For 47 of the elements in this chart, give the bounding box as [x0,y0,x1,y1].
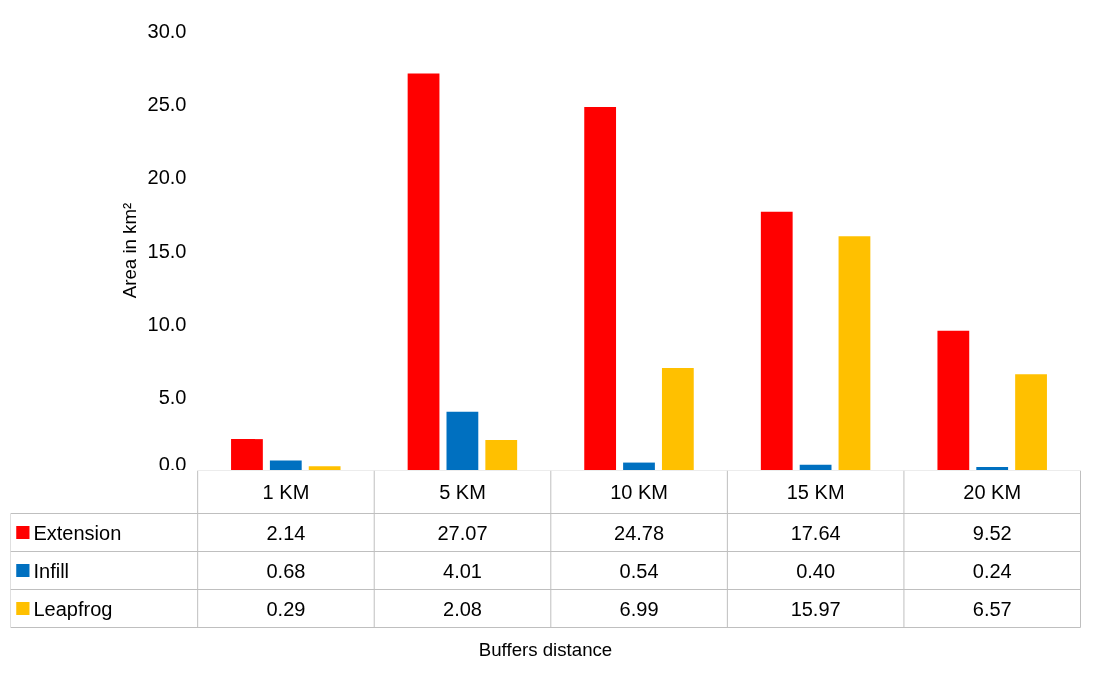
bar [407,73,440,470]
y-tick-label: 10.0 [147,312,187,335]
x-tick-label: 10 KM [610,481,668,503]
bar [760,211,793,470]
data-label: 0.29 [266,597,306,620]
data-label: 15.97 [790,597,841,620]
y-axis-title: Area in km² [118,202,140,299]
bar [231,439,263,470]
data-label: 17.64 [790,521,841,544]
bar [269,460,302,470]
bar [1015,374,1047,470]
bar [937,330,970,470]
bar [308,466,341,470]
x-tick-label: 20 KM [963,481,1022,503]
y-tick-label: 25.0 [147,92,187,115]
legend-label: Leapfrog [33,597,113,620]
legend-label: Infill [33,559,70,582]
data-label: 6.99 [619,597,659,620]
x-tick-label: 5 KM [439,481,486,503]
data-label: 0.40 [796,559,836,582]
bar [485,439,518,470]
y-tick-label: 30.0 [147,19,187,42]
bar [976,466,1009,470]
x-tick-label: 15 KM [786,481,845,503]
bar [661,367,694,470]
data-label: 9.52 [972,521,1012,544]
text: Buffers distance [478,639,613,660]
data-label: 2.14 [266,521,306,544]
bar [623,462,655,470]
y-tick-label: 0.0 [158,452,187,475]
bar [446,411,479,470]
bar [799,464,832,470]
bar [838,236,871,470]
y-tick-label: 5.0 [158,386,187,409]
data-label: 0.24 [972,559,1012,582]
y-tick-label: 20.0 [147,166,187,189]
bar [584,107,617,470]
data-label: 4.01 [443,559,482,582]
data-label: 0.54 [619,559,659,582]
data-label: 6.57 [972,597,1012,620]
legend-label: Extension [33,521,122,544]
data-label: 2.08 [443,597,482,620]
data-label: 27.07 [437,521,488,544]
data-label: 24.78 [614,521,665,544]
y-tick-label: 15.0 [147,239,187,262]
data-label: 0.68 [266,559,306,582]
x-tick-label: 1 KM [262,481,310,503]
